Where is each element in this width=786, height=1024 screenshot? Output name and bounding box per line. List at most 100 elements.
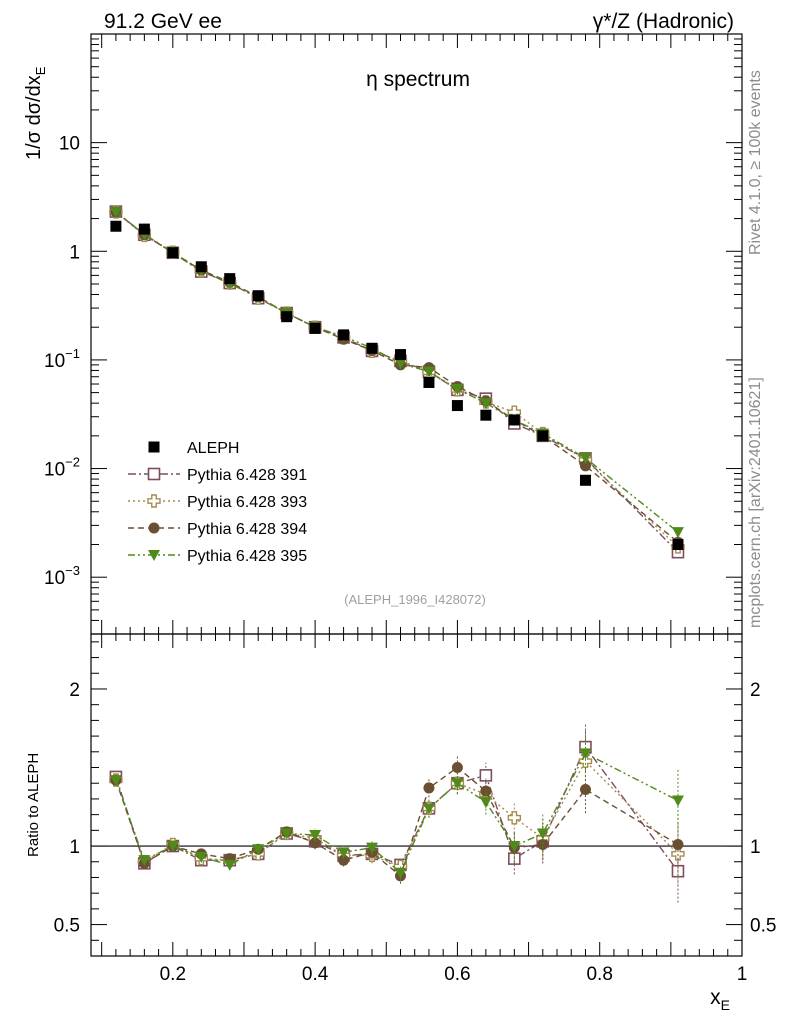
legend-marker	[148, 550, 160, 561]
ratio-point	[394, 867, 407, 879]
ratio-point	[508, 841, 521, 853]
ratio-point	[578, 754, 593, 768]
rivet-version-label: Rivet 4.1.0, ≥ 100k events	[747, 70, 764, 255]
y-tick-label: 10−2	[44, 455, 80, 481]
ratio-point	[671, 795, 684, 807]
chart-title: η spectrum	[366, 68, 470, 91]
data-point	[110, 220, 122, 232]
ratio-point	[480, 785, 492, 797]
y-tick-label: 10−1	[44, 346, 80, 372]
legend: ALEPH Pythia 6.428 391 Pythia 6.428 393 Pyt…	[128, 440, 307, 565]
y-tick-label: 10	[59, 134, 80, 155]
legend-marker	[147, 467, 161, 481]
ratio-point	[451, 778, 464, 790]
ratio-point	[672, 838, 684, 850]
legend-marker	[148, 441, 160, 453]
mcplots-credit-label: mcplots.cern.ch [arXiv:2401.10621]	[747, 377, 764, 628]
legend-entry: Pythia 6.428 395	[128, 548, 307, 565]
x-tick-label: 1	[737, 964, 748, 985]
ratio-y-tick-label: 0.5	[54, 916, 80, 937]
ratio-point	[479, 797, 492, 809]
data-point	[671, 527, 684, 539]
legend-marker	[148, 522, 160, 534]
data-point	[480, 409, 492, 421]
data-point	[109, 206, 122, 218]
ratio-point	[337, 847, 350, 859]
ratio-line	[115, 752, 679, 874]
data-point	[394, 349, 406, 361]
ratio-point	[366, 842, 379, 854]
legend-label: Pythia 6.428 394	[187, 521, 307, 538]
ratio-point	[479, 769, 493, 782]
data-point	[281, 311, 293, 323]
data-point	[138, 223, 150, 235]
data-point	[579, 460, 591, 472]
x-tick-label: 0.6	[444, 964, 470, 985]
data-point	[672, 538, 684, 550]
series-aleph	[110, 220, 684, 550]
ratio-point	[309, 837, 321, 849]
ratio-data-series	[109, 723, 685, 903]
ratio-plot-frame	[90, 633, 743, 957]
ratio-point	[280, 828, 293, 840]
data-point	[479, 398, 492, 410]
ratio-y-tick-label-right: 2	[750, 680, 761, 701]
legend-label: Pythia 6.428 395	[187, 548, 307, 565]
ratio-point	[195, 852, 208, 864]
ratio-y-axis-label: Ratio to ALEPH	[25, 753, 42, 857]
data-point	[224, 273, 236, 285]
main-y-axis-label: 1/σ dσ/dxE	[23, 66, 48, 160]
ratio-axis-ticks: 0.2 0.4 0.6 0.8 1 2 2 1 1 0.5 0.5	[54, 634, 776, 985]
ratio-point	[579, 784, 591, 796]
x-tick-label: 0.8	[586, 964, 612, 985]
legend-marker	[147, 494, 161, 508]
legend-label: ALEPH	[187, 440, 239, 457]
data-point	[451, 383, 464, 395]
data-point	[422, 366, 435, 378]
data-point	[508, 414, 520, 426]
data-point	[537, 430, 549, 442]
main-axis-ticks: 10 1 10−1 10−2 10−3	[44, 33, 743, 635]
legend-entry: Pythia 6.428 394	[128, 521, 307, 538]
ratio-y-tick-label: 1	[69, 837, 80, 858]
legend-entry: Pythia 6.428 393	[128, 494, 307, 511]
ratio-series-pythia-6-428-395	[109, 729, 684, 881]
ratio-point	[138, 855, 151, 867]
legend-label: Pythia 6.428 393	[187, 494, 307, 511]
main-plot-frame	[90, 33, 743, 635]
ratio-point	[338, 854, 350, 866]
data-point	[167, 247, 179, 259]
process-label: γ*/Z (Hadronic)	[593, 10, 734, 33]
ratio-point	[507, 811, 522, 825]
ratio-point	[537, 838, 549, 850]
data-point	[579, 453, 592, 465]
data-point	[423, 376, 435, 388]
series-pythia-6-428-395	[109, 206, 684, 539]
svg-text:1/σ dσ/dxE: 1/σ dσ/dxE	[23, 66, 48, 160]
main-data-series	[109, 205, 685, 559]
legend-label: Pythia 6.428 391	[187, 467, 307, 484]
legend-entry: ALEPH	[148, 440, 239, 457]
x-tick-label: 0.4	[302, 964, 329, 985]
data-point	[252, 290, 264, 302]
ratio-point	[252, 844, 265, 856]
data-point	[338, 329, 350, 341]
data-point	[579, 474, 591, 486]
ratio-point	[309, 830, 322, 842]
ratio-point	[109, 775, 122, 787]
ratio-point	[166, 841, 179, 853]
x-axis-label: xE	[710, 986, 730, 1013]
data-point	[366, 342, 378, 354]
series-line	[115, 211, 679, 533]
y-tick-label: 10−3	[44, 563, 80, 589]
ratio-point	[536, 828, 549, 840]
ratio-point	[422, 803, 435, 815]
data-point	[394, 358, 407, 370]
x-tick-label: 0.2	[160, 964, 186, 985]
ratio-point	[451, 762, 463, 774]
ratio-y-tick-label: 2	[69, 680, 80, 701]
ratio-y-tick-label-right: 0.5	[750, 916, 776, 937]
y-tick-label: 1	[69, 242, 80, 263]
data-point	[309, 322, 321, 334]
